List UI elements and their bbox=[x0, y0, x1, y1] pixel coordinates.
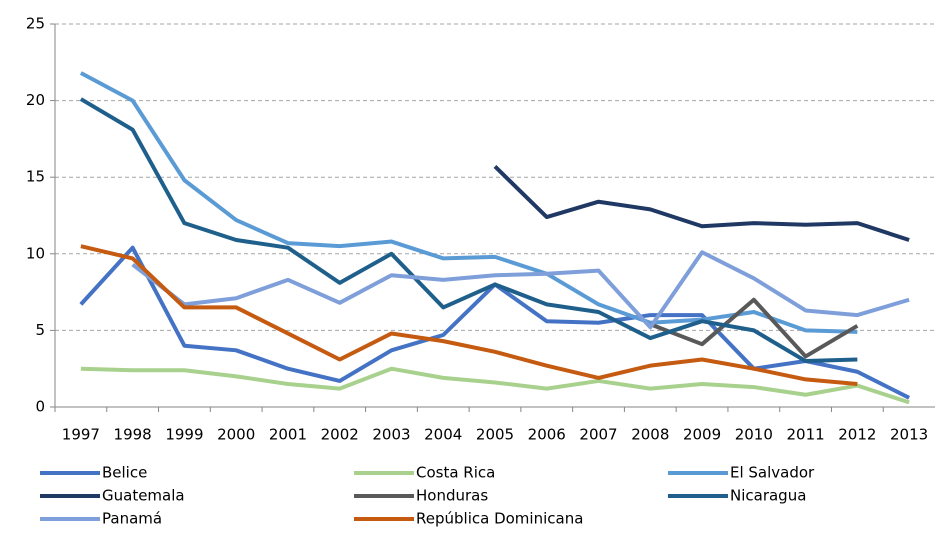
x-tick-label: 2007 bbox=[579, 426, 617, 444]
x-tick-label: 2012 bbox=[838, 426, 876, 444]
y-tick-label: 5 bbox=[35, 321, 45, 339]
x-tick-label: 2008 bbox=[631, 426, 669, 444]
legend-label: Nicaragua bbox=[730, 487, 806, 505]
legend-label: República Dominicana bbox=[416, 510, 583, 528]
x-tick-label: 2011 bbox=[786, 426, 824, 444]
series-line bbox=[79, 71, 858, 334]
y-tick-label: 15 bbox=[26, 168, 45, 186]
legend-label: Belice bbox=[102, 464, 147, 482]
series-line bbox=[493, 165, 910, 242]
legend-label: Honduras bbox=[416, 487, 488, 505]
legend-label: Costa Rica bbox=[416, 464, 495, 482]
series-line bbox=[80, 366, 910, 405]
x-tick-label: 2010 bbox=[735, 426, 773, 444]
x-tick-label: 1999 bbox=[165, 426, 203, 444]
x-tick-label: 2006 bbox=[528, 426, 566, 444]
x-tick-label: 1997 bbox=[62, 426, 100, 444]
series-line bbox=[649, 297, 859, 359]
legend-label: Panamá bbox=[102, 510, 162, 528]
y-tick-label: 10 bbox=[26, 244, 45, 262]
x-tick-label: 2005 bbox=[476, 426, 514, 444]
legend-label: El Salvador bbox=[730, 464, 815, 482]
x-tick-label: 2009 bbox=[683, 426, 721, 444]
x-tick-label: 2001 bbox=[269, 426, 307, 444]
x-tick-label: 2002 bbox=[321, 426, 359, 444]
x-tick-label: 2003 bbox=[372, 426, 410, 444]
x-tick-label: 2000 bbox=[217, 426, 255, 444]
x-tick-label: 2013 bbox=[890, 426, 928, 444]
series-line bbox=[131, 250, 910, 330]
series-line bbox=[80, 244, 858, 387]
x-tick-label: 2004 bbox=[424, 426, 462, 444]
y-tick-label: 20 bbox=[26, 91, 45, 109]
series-line bbox=[79, 97, 858, 364]
y-tick-label: 25 bbox=[26, 15, 45, 33]
legend-label: Guatemala bbox=[102, 487, 185, 505]
y-tick-label: 0 bbox=[35, 398, 45, 416]
x-tick-label: 1998 bbox=[114, 426, 152, 444]
